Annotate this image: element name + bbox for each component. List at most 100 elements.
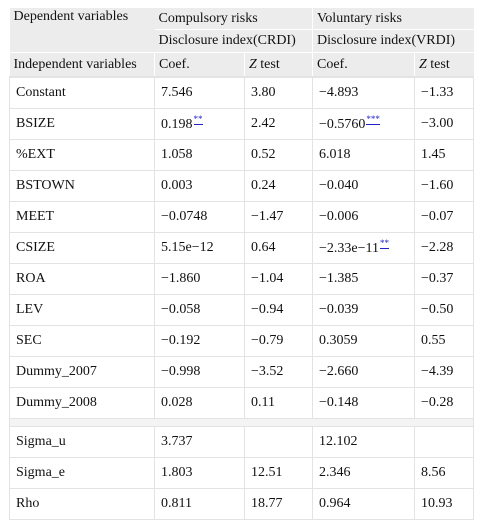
variable-name: %EXT xyxy=(9,139,155,171)
vrdi-coef-cell: −0.5760*** xyxy=(312,108,415,140)
table-row: ROA −1.860 −1.04 −1.385 −0.37 xyxy=(9,263,475,295)
table-row: Dummy_2007 −0.998 −3.52 −2.660 −4.39 xyxy=(9,356,475,388)
z-test-word: test xyxy=(256,56,280,72)
vrdi-z-cell xyxy=(413,426,475,458)
vrdi-coef-cell: −2.660 xyxy=(312,356,415,388)
crdi-coef-header: Coef. xyxy=(154,52,245,77)
crdi-z-cell: −1.04 xyxy=(244,263,313,295)
table-row: CSIZE 5.15e−12 0.64 −2.33e−11** −2.28 xyxy=(9,232,475,264)
vrdi-coef-header: Coef. xyxy=(312,52,415,77)
variable-name: Sigma_u xyxy=(9,426,155,458)
variable-name: Dummy_2007 xyxy=(9,356,155,388)
vrdi-z-cell: −0.37 xyxy=(413,263,475,295)
crdi-coef-cell: 1.803 xyxy=(154,457,245,489)
crdi-z-cell: −0.94 xyxy=(244,294,313,326)
crdi-z-cell: −1.47 xyxy=(244,201,313,233)
crdi-z-cell: 3.80 xyxy=(244,76,313,109)
variable-name: BSTOWN xyxy=(9,170,155,202)
table-header: Dependent variables Compulsory risks Vol… xyxy=(9,8,474,77)
vrdi-z-cell: 10.93 xyxy=(413,488,475,520)
crdi-z-test-header: Z test xyxy=(244,52,313,77)
vrdi-z-cell: −1.33 xyxy=(413,76,475,109)
crdi-coef-cell: 0.198** xyxy=(154,108,245,140)
significance-link[interactable]: *** xyxy=(366,114,380,125)
crdi-coef-cell: −1.860 xyxy=(154,263,245,295)
vrdi-z-cell: −4.39 xyxy=(413,356,475,388)
table-row: BSTOWN 0.003 0.24 −0.040 −1.60 xyxy=(9,170,475,202)
section-divider xyxy=(8,418,475,427)
table-body: Constant 7.546 3.80 −4.893 −1.33 BSIZE 0… xyxy=(8,76,475,520)
vrdi-coef-cell: −0.040 xyxy=(312,170,415,202)
crdi-z-cell: −0.79 xyxy=(244,325,313,357)
vrdi-coef-cell: 2.346 xyxy=(312,457,415,489)
variable-name: Dummy_2008 xyxy=(9,387,155,419)
crdi-z-cell: 12.51 xyxy=(244,457,313,489)
crdi-z-cell: −3.52 xyxy=(244,356,313,388)
crdi-coef-cell: 1.058 xyxy=(154,139,245,171)
vrdi-coef-cell: −2.33e−11** xyxy=(312,232,415,264)
crdi-coef-cell: −0.0748 xyxy=(154,201,245,233)
crdi-subtitle: Disclosure index(CRDI) xyxy=(154,29,313,53)
vrdi-z-cell: −0.07 xyxy=(413,201,475,233)
vrdi-coef-cell: 0.964 xyxy=(312,488,415,520)
variable-name: Sigma_e xyxy=(9,457,155,489)
vrdi-z-cell: 0.55 xyxy=(413,325,475,357)
vrdi-z-test-header: Z test xyxy=(413,52,474,77)
vrdi-z-cell: −1.60 xyxy=(413,170,475,202)
vrdi-coef-cell: −0.006 xyxy=(312,201,415,233)
variable-name: Constant xyxy=(9,76,155,109)
variable-name: SEC xyxy=(9,325,155,357)
variable-name: CSIZE xyxy=(9,232,155,264)
vrdi-z-cell: 1.45 xyxy=(413,139,475,171)
vrdi-z-cell: −2.28 xyxy=(413,232,475,264)
table-row: BSIZE 0.198** 2.42 −0.5760*** −3.00 xyxy=(9,108,475,140)
vrdi-z-cell: 8.56 xyxy=(413,457,475,489)
stats-row: Sigma_e 1.803 12.51 2.346 8.56 xyxy=(9,457,475,489)
crdi-z-cell xyxy=(244,426,313,458)
vrdi-title: Voluntary risks xyxy=(311,8,474,30)
divider-cell xyxy=(8,418,475,427)
vrdi-coef-cell: −4.893 xyxy=(312,76,415,109)
z-symbol: Z xyxy=(419,56,427,72)
crdi-z-cell: 18.77 xyxy=(244,488,313,520)
stats-row: Sigma_u 3.737 12.102 xyxy=(9,426,475,458)
variable-name: LEV xyxy=(9,294,155,326)
vrdi-coef-cell: −1.385 xyxy=(312,263,415,295)
crdi-coef-cell: −0.998 xyxy=(154,356,245,388)
crdi-coef-cell: −0.192 xyxy=(154,325,245,357)
vrdi-coef-cell: 0.3059 xyxy=(312,325,415,357)
table-row: Constant 7.546 3.80 −4.893 −1.33 xyxy=(9,76,475,109)
crdi-z-cell: 0.11 xyxy=(244,387,313,419)
crdi-z-cell: 0.64 xyxy=(244,232,313,264)
vrdi-coef-cell: −0.039 xyxy=(312,294,415,326)
table-row: Dummy_2008 0.028 0.11 −0.148 −0.28 xyxy=(9,387,475,419)
crdi-coef-cell: 0.811 xyxy=(154,488,245,520)
crdi-title: Compulsory risks xyxy=(154,8,313,30)
crdi-coef-cell: 3.737 xyxy=(154,426,245,458)
crdi-z-cell: 0.24 xyxy=(244,170,313,202)
significance-link[interactable]: ** xyxy=(193,114,203,125)
table-row: %EXT 1.058 0.52 6.018 1.45 xyxy=(9,139,475,171)
independent-variables-label: Independent variables xyxy=(9,52,155,77)
crdi-coef-cell: 7.546 xyxy=(154,76,245,109)
variable-name: BSIZE xyxy=(9,108,155,140)
regression-table: Dependent variables Compulsory risks Vol… xyxy=(8,8,475,520)
crdi-z-cell: 0.52 xyxy=(244,139,313,171)
dependent-variables-label: Dependent variables xyxy=(9,8,155,53)
vrdi-z-cell: −0.28 xyxy=(413,387,475,419)
vrdi-coef-cell: −0.148 xyxy=(312,387,415,419)
significance-link[interactable]: ** xyxy=(380,238,389,249)
vrdi-coef-cell: 12.102 xyxy=(312,426,415,458)
variable-name: ROA xyxy=(9,263,155,295)
crdi-coef-cell: −0.058 xyxy=(154,294,245,326)
table-row: LEV −0.058 −0.94 −0.039 −0.50 xyxy=(9,294,475,326)
crdi-z-cell: 2.42 xyxy=(244,108,313,140)
crdi-coef-cell: 0.028 xyxy=(154,387,245,419)
z-symbol: Z xyxy=(249,56,257,72)
variable-name: Rho xyxy=(9,488,155,520)
table-row: MEET −0.0748 −1.47 −0.006 −0.07 xyxy=(9,201,475,233)
vrdi-coef-cell: 6.018 xyxy=(312,139,415,171)
vrdi-subtitle: Disclosure index(VRDI) xyxy=(311,29,474,53)
vrdi-z-cell: −3.00 xyxy=(413,108,475,140)
